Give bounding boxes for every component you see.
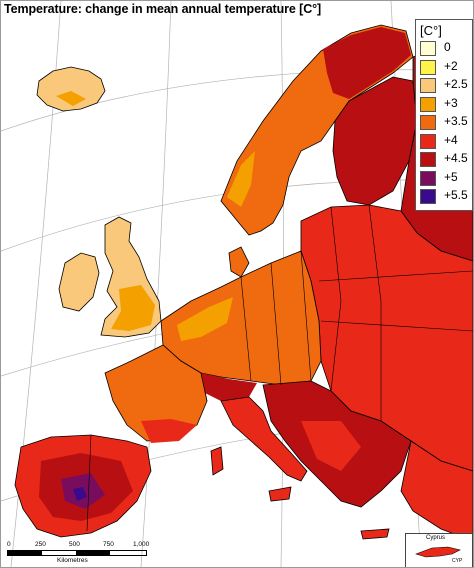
iceland	[36, 66, 106, 112]
legend-swatch	[420, 59, 436, 75]
country-borders	[86, 204, 473, 532]
legend-label: +4.5	[444, 151, 468, 165]
legend-title: [C°]	[420, 23, 442, 38]
legend-label: +3.5	[444, 114, 468, 128]
legend-label: 0	[444, 40, 451, 54]
scale-tick-750: 750	[103, 541, 114, 548]
france	[104, 344, 208, 442]
cyprus-shape	[415, 546, 461, 558]
sicily	[268, 486, 292, 502]
legend-swatch	[420, 78, 436, 93]
sardinia	[210, 446, 224, 476]
legend-swatch	[420, 152, 436, 167]
legend-label: +2.5	[444, 77, 468, 91]
legend-swatch	[420, 96, 436, 112]
legend-swatch	[420, 133, 436, 149]
inset-code: CYP	[452, 558, 463, 564]
legend-label: +4	[444, 132, 458, 147]
crete	[360, 528, 390, 540]
legend-label: +2	[444, 58, 458, 73]
ireland	[58, 252, 100, 312]
scale-tick-500: 500	[69, 541, 80, 548]
cyprus-inset: Cyprus CYP	[405, 533, 473, 567]
italy	[220, 396, 308, 482]
denmark	[228, 246, 250, 278]
scale-bar: 0 250 500 750 1,000 Kilometres	[7, 541, 157, 565]
legend-label: +5.5	[444, 188, 468, 202]
legend: [C°] 0 +2 +2.5 +3 +3.5 +4 +4.5 +5 +5.5	[415, 19, 473, 211]
legend-swatch	[420, 41, 436, 56]
scale-unit: Kilometres	[57, 557, 88, 564]
legend-label: +3	[444, 95, 458, 110]
scale-tick-250: 250	[35, 541, 46, 548]
legend-swatch	[420, 115, 436, 130]
legend-swatch	[420, 189, 436, 204]
cyprus-label: Cyprus	[426, 535, 446, 541]
legend-swatch	[420, 170, 436, 186]
legend-label: +5	[444, 169, 458, 184]
scale-tick-1000: 1,000	[133, 541, 150, 548]
scale-tick-0: 0	[7, 541, 11, 548]
map-title: Temperature: change in mean annual tempe…	[4, 2, 322, 16]
scale-bar-graphic	[7, 550, 147, 556]
